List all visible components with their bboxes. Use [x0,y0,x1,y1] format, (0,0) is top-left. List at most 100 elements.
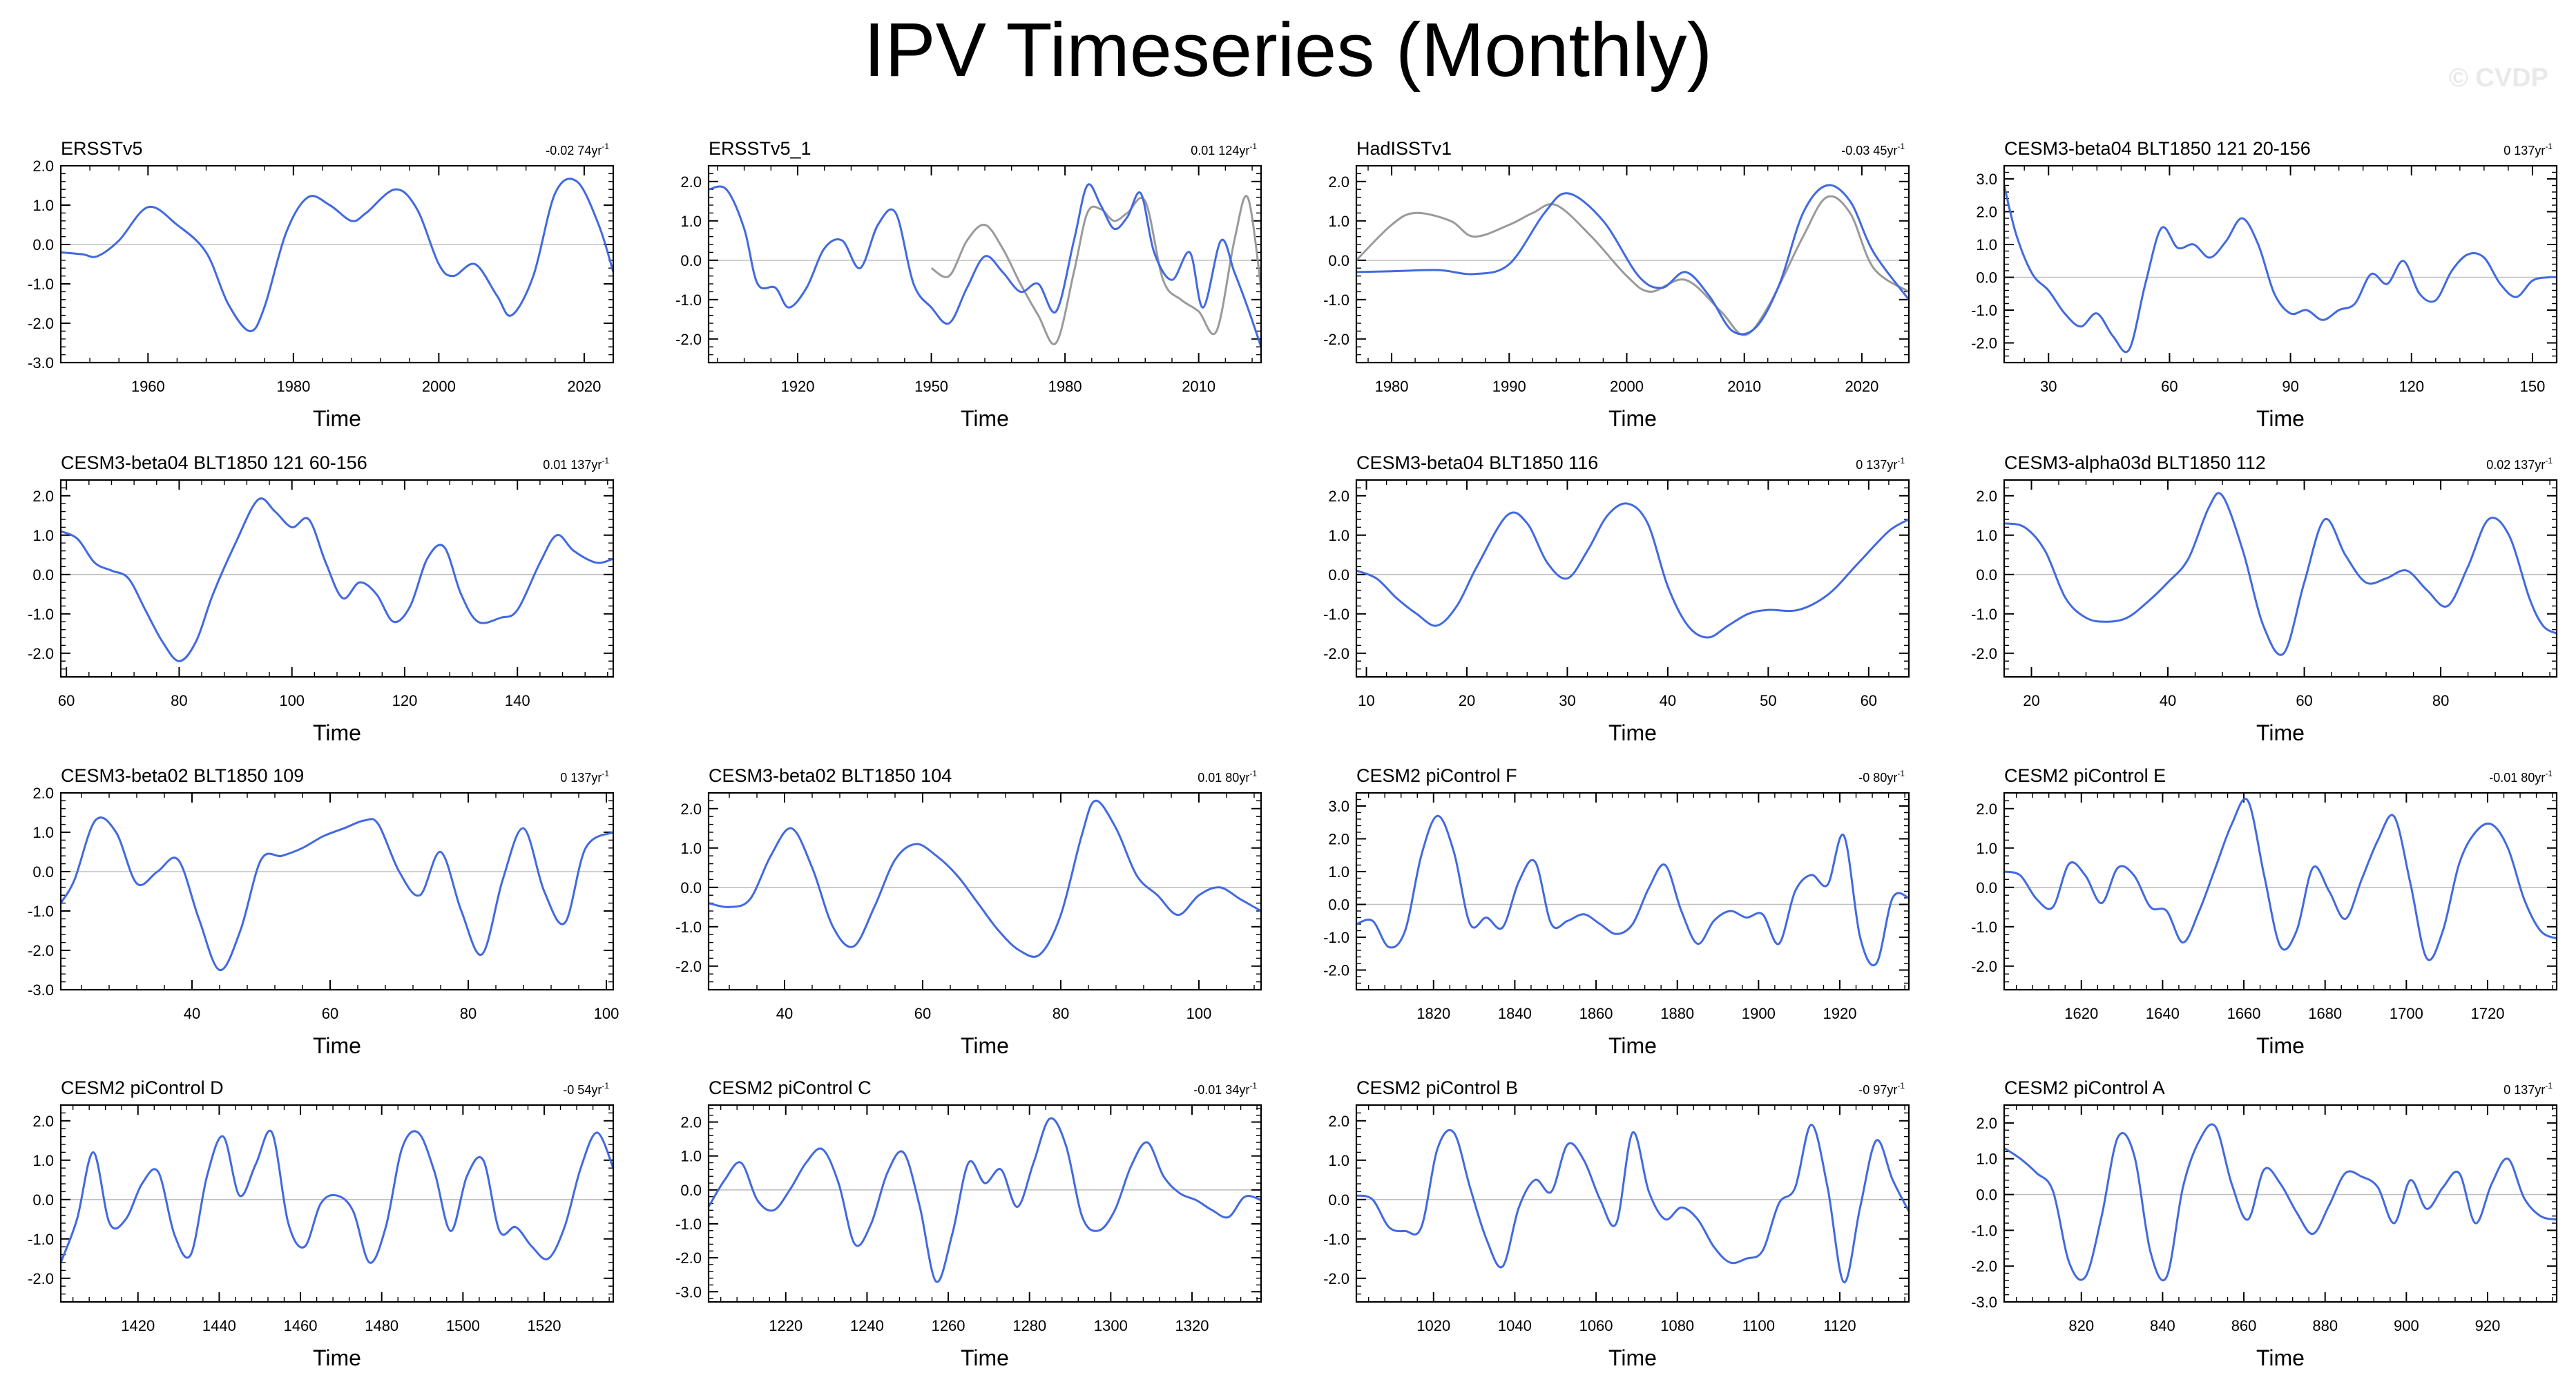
x-tick-label: 60 [322,1005,338,1022]
y-tick-label: 1.0 [32,527,54,544]
y-tick-label: 1.0 [680,213,702,230]
x-tick-label: 80 [1052,1005,1069,1022]
x-tick-label: 40 [776,1005,793,1022]
x-axis-label: Time [313,720,361,745]
y-tick-label: -2.0 [28,645,54,662]
y-tick-label: -1.0 [675,291,702,309]
x-tick-label: 30 [2040,378,2057,395]
y-tick-label: -1.0 [675,919,702,936]
x-tick-label: 1460 [284,1317,318,1334]
x-tick-label: 1020 [1416,1317,1450,1334]
x-tick-label: 1620 [2064,1005,2098,1022]
x-tick-label: 60 [2296,692,2312,709]
y-tick-label: 0.0 [680,879,702,896]
x-tick-label: 120 [2399,378,2424,395]
panel-13: CESM2 piControl C -0.01 34yr-1 -3.0 -2.0 -1.… [675,1077,1262,1370]
x-tick-label: 100 [594,1005,619,1022]
y-tick-label: 2.0 [680,173,702,191]
y-tick-label: 1.0 [1976,1151,1997,1168]
y-tick-label: 3.0 [1328,798,1349,815]
y-tick-label: 0.0 [1976,269,1997,287]
panel-0: ERSSTv5 -0.02 74yr-1 -3.0 -2.0 -1.0 0.0 1.0 2.0… [28,138,615,431]
panel-15: CESM2 piControl A 0 137yr-1 -3.0 -2.0 -1.0 0.… [1971,1077,2558,1370]
x-tick-label: 1700 [2390,1005,2423,1022]
x-tick-label: 820 [2068,1317,2094,1334]
y-tick-label: 2.0 [1976,1115,1997,1132]
x-tick-label: 1860 [1579,1005,1613,1022]
trend-label: 0 137yr-1 [560,769,609,785]
x-tick-label: 1500 [446,1317,480,1334]
y-tick-label: -1.0 [28,903,54,920]
panel-title: CESM3-beta02 BLT1850 109 [61,765,304,786]
panel-3: CESM3-beta04 BLT1850 121 20-156 0 137yr-1… [1971,138,2558,431]
x-tick-label: 1320 [1175,1317,1209,1334]
x-tick-label: 1040 [1498,1317,1532,1334]
panel-7: CESM3-alpha03d BLT1850 112 0.02 137yr-1 -2… [1971,452,2558,745]
x-tick-label: 1880 [1660,1005,1694,1022]
plot-frame [707,792,1262,991]
y-tick-label: -2.0 [28,1270,54,1287]
y-tick-label: -3.0 [28,354,54,372]
panel-title: ERSSTv5 [61,138,143,159]
x-tick-label: 2000 [422,378,456,395]
series-line [2003,185,2557,354]
trend-label: -0.01 34yr-1 [1193,1081,1257,1097]
x-axis-label: Time [313,406,361,431]
y-tick-label: -1.0 [1323,291,1349,309]
x-tick-label: 1660 [2227,1005,2261,1022]
y-tick-label: 1.0 [1976,527,1997,544]
series-line [708,183,1262,347]
y-tick-label: -2.0 [28,942,54,959]
page-title: IPV Timeseries (Monthly) [863,8,1713,93]
trend-label: 0 137yr-1 [1856,456,1905,472]
x-tick-label: 60 [1861,692,1877,709]
y-tick-label: 0.0 [1328,566,1349,584]
x-tick-label: 100 [279,692,305,709]
y-tick-label: -2.0 [1971,1258,1997,1275]
panel-title: CESM3-beta04 BLT1850 121 20-156 [2004,138,2311,159]
trend-label: 0 137yr-1 [2503,142,2553,157]
y-tick-label: 2.0 [1328,173,1349,191]
panel-4: CESM3-beta04 BLT1850 121 60-156 0.01 137y… [28,452,615,745]
y-tick-label: 2.0 [1328,488,1349,505]
x-axis-label: Time [1608,1345,1657,1370]
trend-label: 0.01 80yr-1 [1198,769,1257,785]
y-tick-label: 2.0 [32,1113,54,1130]
x-tick-label: 2010 [1727,378,1761,395]
y-tick-label: 1.0 [680,840,702,857]
y-tick-label: 0.0 [1328,1191,1349,1209]
y-tick-label: 0.0 [1976,879,1997,896]
plot-frame [59,792,615,991]
plot-frame [1355,792,1910,991]
plot-frame [1355,164,1910,364]
trend-label: -0 80yr-1 [1858,769,1905,785]
plot-frame [707,164,1262,364]
series-line [60,178,615,332]
x-tick-label: 10 [1358,692,1374,709]
plot-frame [59,479,615,678]
x-tick-label: 60 [2161,378,2178,395]
x-tick-label: 840 [2150,1317,2175,1334]
panel-12: CESM2 piControl D -0 54yr-1 -2.0 -1.0 0.0 1.0… [28,1077,615,1370]
x-tick-label: 880 [2312,1317,2338,1334]
trend-label: 0 137yr-1 [2503,1081,2553,1097]
plot-frame [59,164,615,364]
y-tick-label: 0.0 [32,1191,54,1209]
y-tick-label: -1.0 [1323,606,1349,623]
x-tick-label: 920 [2475,1317,2501,1334]
x-tick-label: 1480 [365,1317,398,1334]
x-tick-label: 1840 [1498,1005,1532,1022]
y-tick-label: -2.0 [1971,335,1997,352]
x-tick-label: 2000 [1610,378,1644,395]
y-tick-label: 2.0 [1976,800,1997,818]
y-tick-label: 0.0 [32,566,54,584]
y-tick-label: -2.0 [1323,962,1349,979]
x-axis-label: Time [1608,720,1657,745]
panel-title: ERSSTv5_1 [709,138,811,159]
y-tick-label: 2.0 [1976,488,1997,505]
x-axis-label: Time [2256,1345,2305,1370]
trend-label: -0 54yr-1 [563,1081,609,1097]
y-tick-label: -2.0 [675,958,702,975]
x-tick-label: 40 [184,1005,200,1022]
